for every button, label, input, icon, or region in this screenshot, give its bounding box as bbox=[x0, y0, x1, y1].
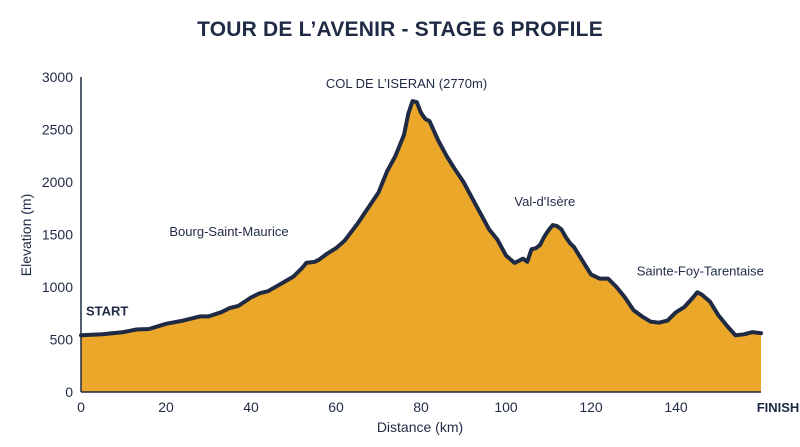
x-tick-label: 40 bbox=[243, 399, 259, 415]
x-tick-label: 80 bbox=[413, 399, 429, 415]
y-tick-label: 0 bbox=[65, 384, 73, 400]
annotation-label: START bbox=[86, 303, 128, 318]
y-tick-label: 3000 bbox=[42, 69, 73, 85]
x-axis-label: Distance (km) bbox=[377, 419, 463, 435]
x-tick-label: 60 bbox=[328, 399, 344, 415]
annotation-label: FINISH bbox=[757, 400, 800, 415]
annotation-label: Bourg-Saint-Maurice bbox=[169, 224, 288, 239]
elevation-profile-line bbox=[79, 99, 763, 338]
annotation-label: Val-d'Isère bbox=[514, 194, 575, 209]
chart-title: TOUR DE L’AVENIR - STAGE 6 PROFILE bbox=[197, 18, 603, 41]
x-tick-label: 140 bbox=[664, 399, 688, 415]
elevation-area-fill bbox=[81, 101, 761, 392]
y-tick-label: 1500 bbox=[42, 227, 73, 243]
x-tick-label: 100 bbox=[494, 399, 518, 415]
annotation-label: Sainte-Foy-Tarentaise bbox=[637, 263, 764, 278]
x-tick-label: 20 bbox=[158, 399, 174, 415]
y-tick-label: 1000 bbox=[42, 279, 73, 295]
y-axis-label: Elevation (m) bbox=[18, 194, 34, 276]
y-tick-label: 2500 bbox=[42, 122, 73, 138]
y-tick-label: 2000 bbox=[42, 174, 73, 190]
annotation-label: COL DE L’ISERAN (2770m) bbox=[326, 76, 487, 91]
y-tick-label: 500 bbox=[50, 332, 74, 348]
x-tick-label: 120 bbox=[579, 399, 603, 415]
x-tick-label: 0 bbox=[77, 399, 85, 415]
